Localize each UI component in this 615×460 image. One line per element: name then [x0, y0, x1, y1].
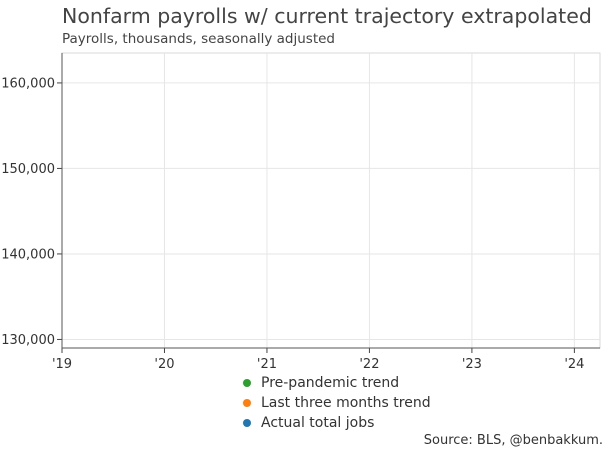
- source-note: Source: BLS, @benbakkum.: [423, 433, 603, 448]
- legend: Pre-pandemic trend Last three months tre…: [243, 373, 431, 433]
- x-tick-label: '23: [462, 357, 482, 372]
- y-tick-label: 160,000: [1, 76, 55, 91]
- plot-area: [61, 52, 601, 349]
- legend-label: Last three months trend: [261, 395, 431, 411]
- legend-item-actual-jobs[interactable]: Actual total jobs: [243, 413, 431, 433]
- legend-item-three-months[interactable]: Last three months trend: [243, 393, 431, 413]
- chart-subtitle: Payrolls, thousands, seasonally adjusted: [62, 31, 336, 47]
- y-tick-label: 130,000: [1, 333, 55, 348]
- x-tick-label: '24: [564, 357, 584, 372]
- legend-item-pre-pandemic[interactable]: Pre-pandemic trend: [243, 373, 431, 393]
- y-tick-label: 140,000: [1, 247, 55, 262]
- legend-marker-icon: [243, 419, 251, 427]
- legend-marker-icon: [243, 399, 251, 407]
- y-tick-label: 150,000: [1, 162, 55, 177]
- legend-label: Actual total jobs: [261, 415, 375, 431]
- x-tick-label: '22: [359, 357, 379, 372]
- x-tick-label: '19: [52, 357, 72, 372]
- x-tick-label: '21: [257, 357, 277, 372]
- legend-label: Pre-pandemic trend: [261, 375, 400, 391]
- x-tick-label: '20: [154, 357, 174, 372]
- legend-marker-icon: [243, 379, 251, 387]
- chart-title: Nonfarm payrolls w/ current trajectory e…: [62, 4, 592, 28]
